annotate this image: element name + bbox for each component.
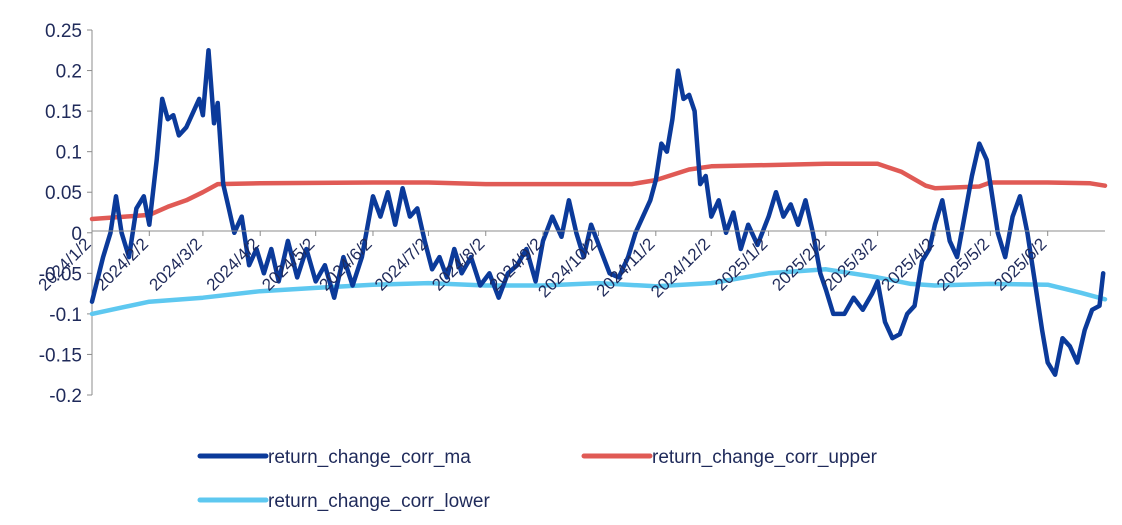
series-layer: [89, 48, 1108, 377]
legend-label: return_change_corr_upper: [652, 447, 878, 468]
legend-label: return_change_corr_lower: [268, 491, 490, 512]
y-tick-label: -0.2: [49, 386, 82, 407]
legend: return_change_corr_ma return_change_corr_…: [197, 447, 878, 512]
series-line-return-change-corr-lower: [89, 267, 1108, 317]
y-tick-label: 0.15: [45, 102, 82, 123]
series-line-return-change-corr-ma: [89, 48, 1106, 377]
y-tick-label: -0.05: [39, 264, 82, 285]
y-tick-label: 0: [71, 224, 82, 245]
y-tick-label: 0.2: [56, 62, 82, 83]
y-tick-label: -0.1: [49, 305, 82, 326]
y-tick-label: 0.25: [45, 21, 82, 42]
series-line-return-change-corr-upper: [89, 161, 1108, 222]
y-tick-label: 0.1: [56, 143, 82, 164]
y-tick-label: 0.05: [45, 183, 82, 204]
y-tick-label: -0.15: [39, 345, 82, 366]
x-tick-label: 2024/4/2: [203, 234, 263, 294]
x-tick-label: 2024/3/2: [146, 234, 206, 294]
y-axis: 0.25 0.2 0.15 0.1 0.05 0 -0.05 -0.1 -0.15 -0.2: [39, 21, 93, 407]
x-tick-label: 2024/12/2: [647, 234, 714, 301]
x-tick-label: 2025/3/2: [820, 234, 880, 294]
legend-label: return_change_corr_ma: [268, 447, 471, 468]
x-axis: 2024/1/22024/2/22024/3/22024/4/22024/5/2…: [35, 230, 1105, 301]
